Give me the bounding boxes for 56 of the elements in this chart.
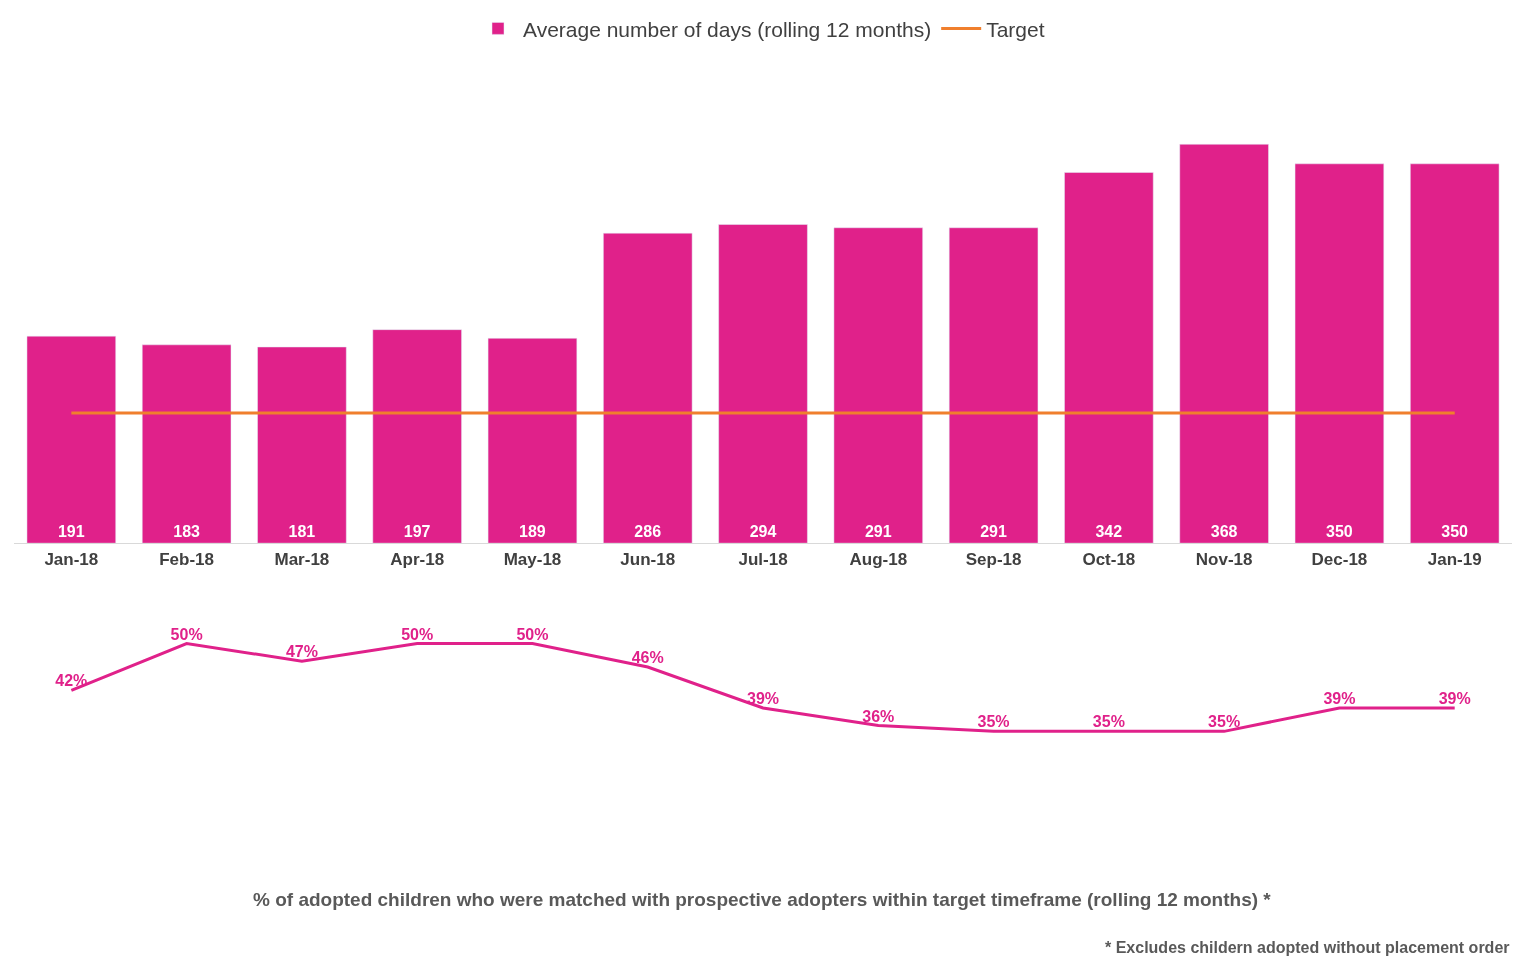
bar bbox=[603, 232, 693, 544]
x-tick-label: Jan-18 bbox=[44, 549, 99, 569]
bar bbox=[142, 344, 232, 544]
x-tick-label: Jun-18 bbox=[620, 549, 676, 569]
bar bbox=[1064, 172, 1154, 544]
bar bbox=[948, 227, 1039, 544]
x-tick-label: Apr-18 bbox=[390, 549, 445, 569]
data-label: 39% bbox=[1323, 689, 1356, 707]
data-label: 50% bbox=[516, 625, 549, 643]
data-label: 294 bbox=[749, 523, 777, 541]
data-label: 350 bbox=[1441, 523, 1469, 541]
data-label: 47% bbox=[285, 643, 318, 661]
x-tick-label: Feb-18 bbox=[159, 549, 215, 569]
x-tick-label: Aug-18 bbox=[849, 549, 908, 569]
data-label: 350 bbox=[1326, 523, 1353, 541]
bar bbox=[833, 227, 923, 544]
data-label: 286 bbox=[634, 523, 662, 541]
data-label: 36% bbox=[862, 707, 895, 725]
x-tick-label: Sep-18 bbox=[965, 549, 1022, 569]
legend-label: Average number of days (rolling 12 months) bbox=[523, 17, 932, 41]
bar bbox=[1294, 163, 1385, 544]
x-tick-label: May-18 bbox=[503, 549, 562, 569]
x-tick-label: Oct-18 bbox=[1082, 549, 1136, 569]
bar bbox=[372, 329, 462, 544]
x-tick-label: Nov-18 bbox=[1195, 549, 1253, 569]
x-tick-label: Jul-18 bbox=[738, 549, 788, 569]
bar bbox=[487, 338, 578, 544]
data-label: 46% bbox=[631, 649, 664, 666]
data-label: 189 bbox=[519, 523, 546, 541]
bar bbox=[718, 224, 808, 544]
bar bbox=[1179, 144, 1269, 544]
x-tick-label: Dec-18 bbox=[1311, 549, 1368, 569]
data-label: 197 bbox=[403, 523, 431, 541]
bar bbox=[257, 346, 347, 544]
data-label: 35% bbox=[1092, 713, 1125, 731]
data-label: 191 bbox=[57, 523, 85, 541]
data-label: 35% bbox=[977, 713, 1010, 731]
data-label: 291 bbox=[864, 523, 892, 541]
legend-label: Target bbox=[986, 17, 1045, 41]
data-label: 342 bbox=[1095, 523, 1123, 541]
data-label: 39% bbox=[747, 689, 780, 707]
data-label: 50% bbox=[401, 625, 434, 643]
bar bbox=[1410, 163, 1500, 544]
bar bbox=[26, 335, 116, 544]
data-label: 50% bbox=[170, 625, 203, 643]
data-label: 181 bbox=[288, 523, 316, 541]
data-label: 42% bbox=[55, 672, 88, 690]
text: % of adopted children who were matched with prospective adopters within target timeframe (rolling 12 months) * bbox=[253, 889, 1272, 910]
data-label: 291 bbox=[980, 523, 1007, 541]
x-tick-label: Mar-18 bbox=[274, 549, 330, 569]
data-label: 183 bbox=[173, 523, 201, 541]
x-tick-label: Jan-19 bbox=[1427, 549, 1482, 569]
data-label: 35% bbox=[1208, 713, 1241, 731]
data-label: 39% bbox=[1438, 689, 1471, 707]
data-label: 368 bbox=[1210, 523, 1238, 541]
text: * Excludes childern adopted without placement order bbox=[1105, 939, 1510, 956]
